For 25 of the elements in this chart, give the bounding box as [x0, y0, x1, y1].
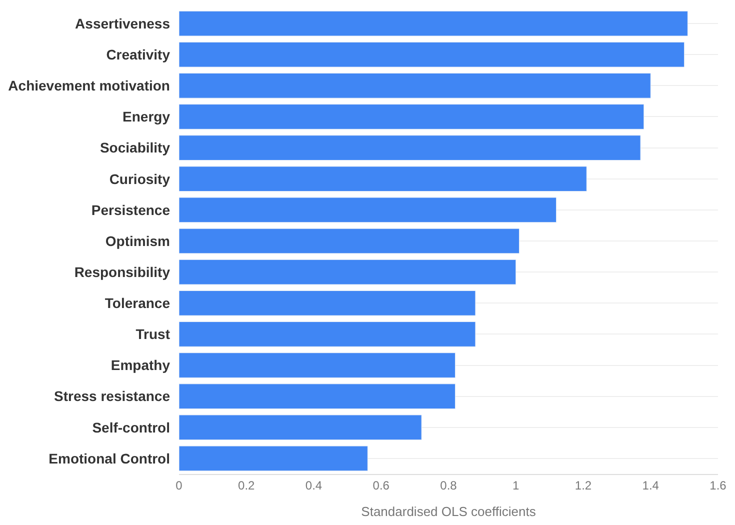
y-tick-label: Achievement motivation: [8, 78, 170, 94]
x-axis-title: Standardised OLS coefficients: [361, 504, 536, 519]
y-tick-label: Responsibility: [74, 264, 170, 280]
x-tick-label: 1.6: [710, 478, 727, 492]
x-tick-label: 1.4: [642, 478, 660, 492]
y-tick-label: Self-control: [92, 419, 170, 436]
x-tick-label: 0.8: [440, 478, 458, 492]
x-tick-label: 0.6: [372, 478, 390, 492]
x-tick-label: 0: [176, 478, 183, 492]
x-tick-label: 1.2: [574, 478, 592, 492]
y-tick-label: Emotional Control: [48, 450, 170, 466]
y-tick-label: Optimism: [105, 232, 170, 249]
y-tick-label: Tolerance: [104, 295, 170, 312]
y-tick-label: Empathy: [110, 357, 170, 374]
y-tick-label: Persistence: [91, 202, 170, 218]
x-tick-label: 1: [512, 478, 520, 492]
y-tick-label: Curiosity: [109, 170, 170, 187]
y-tick-label: Stress resistance: [54, 388, 170, 404]
y-tick-label: Creativity: [106, 46, 170, 62]
x-tick-label: 0.4: [305, 478, 322, 492]
y-tick-label: Energy: [122, 108, 170, 125]
x-tick-label: 0.2: [238, 478, 256, 492]
y-tick-label: Assertiveness: [75, 15, 170, 32]
y-tick-label: Sociability: [100, 140, 170, 156]
y-tick-label: Trust: [136, 326, 170, 342]
